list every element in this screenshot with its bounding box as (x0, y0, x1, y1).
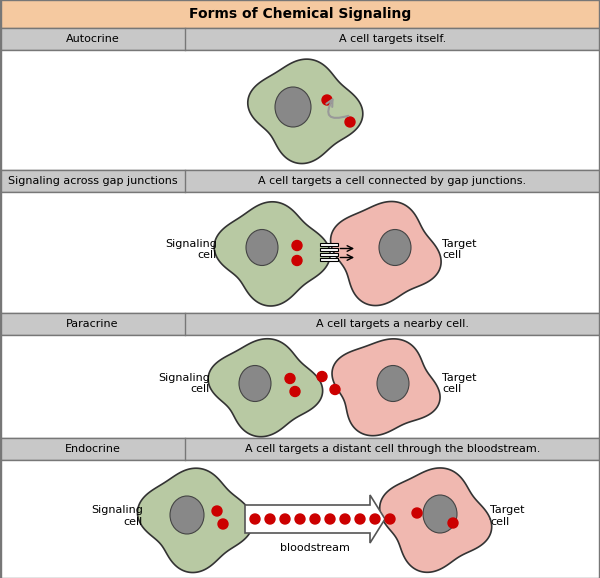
Polygon shape (137, 468, 253, 573)
Circle shape (280, 514, 290, 524)
Text: Paracrine: Paracrine (66, 319, 119, 329)
Bar (1, 313, 599, 335)
Text: Signaling
cell: Signaling cell (91, 505, 143, 527)
Text: Target
cell: Target cell (490, 505, 524, 527)
Ellipse shape (170, 496, 204, 534)
Circle shape (212, 506, 222, 516)
Circle shape (292, 255, 302, 265)
Text: Signaling
cell: Signaling cell (158, 373, 210, 394)
Text: Target
cell: Target cell (442, 239, 476, 260)
Circle shape (325, 514, 335, 524)
Circle shape (317, 372, 327, 381)
Text: A cell targets a distant cell through the bloodstream.: A cell targets a distant cell through th… (245, 444, 540, 454)
Text: Forms of Chemical Signaling: Forms of Chemical Signaling (189, 7, 411, 21)
Circle shape (385, 514, 395, 524)
Circle shape (330, 384, 340, 395)
Ellipse shape (239, 365, 271, 402)
Text: Target
cell: Target cell (442, 373, 476, 394)
Circle shape (265, 514, 275, 524)
Circle shape (340, 514, 350, 524)
Text: Signaling
cell: Signaling cell (165, 239, 217, 260)
Text: A cell targets a cell connected by gap junctions.: A cell targets a cell connected by gap j… (259, 176, 527, 186)
Bar (1, 170, 599, 192)
Text: A cell targets a nearby cell.: A cell targets a nearby cell. (316, 319, 469, 329)
Text: Signaling across gap junctions: Signaling across gap junctions (8, 176, 178, 186)
Circle shape (322, 95, 332, 105)
Circle shape (218, 519, 228, 529)
Circle shape (355, 514, 365, 524)
Circle shape (292, 240, 302, 250)
Polygon shape (208, 339, 323, 437)
Bar (320, 243, 337, 246)
Circle shape (250, 514, 260, 524)
Circle shape (285, 373, 295, 383)
Circle shape (448, 518, 458, 528)
Text: Autocrine: Autocrine (65, 34, 119, 44)
Text: Endocrine: Endocrine (65, 444, 121, 454)
Bar (320, 258, 337, 261)
Text: A cell targets itself.: A cell targets itself. (339, 34, 446, 44)
Polygon shape (331, 202, 441, 306)
Circle shape (295, 514, 305, 524)
Circle shape (290, 387, 300, 397)
Bar (1, 335, 599, 438)
Bar (1, 0, 599, 28)
Text: bloodstream: bloodstream (280, 543, 350, 553)
Ellipse shape (377, 365, 409, 402)
Polygon shape (332, 339, 440, 436)
Bar (1, 460, 599, 578)
Circle shape (370, 514, 380, 524)
Polygon shape (214, 202, 330, 306)
Circle shape (310, 514, 320, 524)
Bar (1, 50, 599, 170)
Bar (320, 248, 337, 251)
Bar (1, 438, 599, 460)
Circle shape (412, 508, 422, 518)
Polygon shape (380, 468, 491, 572)
Circle shape (345, 117, 355, 127)
Bar (320, 253, 337, 256)
Ellipse shape (423, 495, 457, 533)
Ellipse shape (246, 229, 278, 265)
Polygon shape (245, 495, 385, 543)
Bar (1, 192, 599, 313)
Ellipse shape (275, 87, 311, 127)
FancyArrowPatch shape (326, 99, 349, 118)
Bar (1, 28, 599, 50)
Polygon shape (248, 59, 363, 164)
Ellipse shape (379, 229, 411, 265)
